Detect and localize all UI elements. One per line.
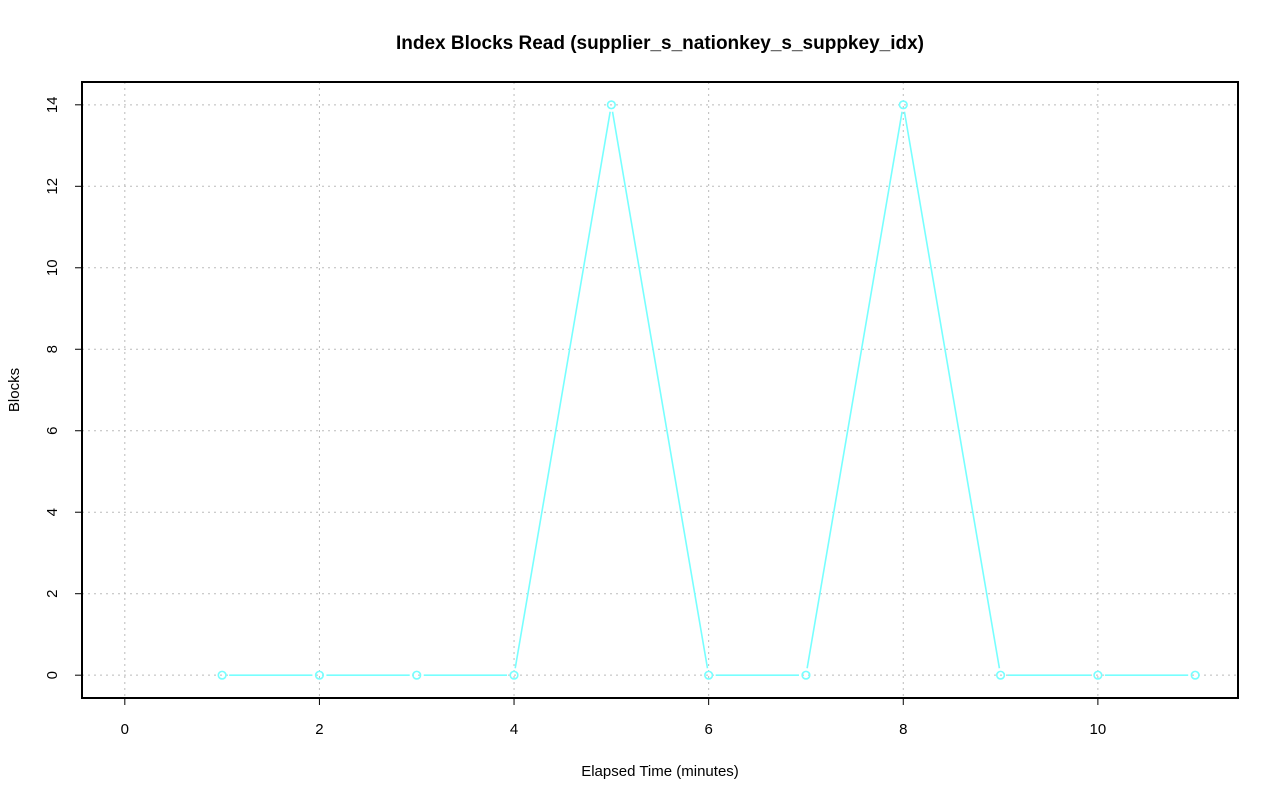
series-line-segment [611,111,709,669]
data-point [606,100,616,110]
chart-title: Index Blocks Read (supplier_s_nationkey_… [396,33,924,54]
data-point [995,670,1006,680]
series-line-segment [903,111,1001,669]
x-tick-label: 8 [899,721,907,738]
y-axis-label: Blocks [6,368,23,412]
x-tick-label: 2 [315,721,323,738]
data-point [1190,670,1200,680]
x-tick-label: 0 [121,721,129,738]
data-point [704,670,714,680]
y-tick-label: 0 [44,671,61,679]
series-line-segment [514,111,611,669]
data-point [509,670,519,680]
series-line-segment [806,111,903,669]
data-point [801,670,811,680]
data-point [412,670,422,680]
y-tick-label: 4 [44,508,61,516]
y-tick-label: 12 [44,178,61,195]
x-tick-label: 4 [510,721,518,738]
y-tick-label: 8 [44,345,61,353]
x-tick-label: 6 [704,721,712,738]
y-tick-label: 10 [44,259,61,276]
y-tick-label: 2 [44,590,61,598]
axes: 0 2 4 6 8 10 0 2 4 6 8 10 12 14 [44,96,1106,738]
plot-frame [81,81,1239,699]
data-point [898,100,908,110]
y-tick-label: 6 [44,427,61,435]
series [217,100,1200,680]
data-point [1093,670,1103,680]
x-tick-label: 10 [1090,721,1107,738]
data-point [314,670,325,680]
x-axis-label: Elapsed Time (minutes) [581,763,739,780]
data-point [217,670,227,680]
y-tick-label: 14 [44,96,61,113]
